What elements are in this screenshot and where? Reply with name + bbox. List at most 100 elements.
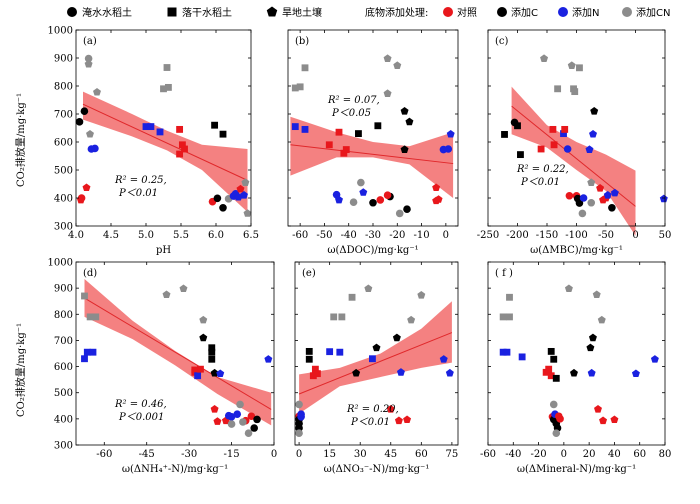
data-point <box>659 194 668 203</box>
data-point <box>325 141 333 149</box>
x-tick-label: -45 <box>139 449 155 460</box>
legend-marker-circle <box>67 7 77 17</box>
data-point <box>194 372 202 380</box>
y-tick-label: 500 <box>54 388 73 399</box>
data-point <box>563 145 572 153</box>
x-tick-label: -250 <box>477 230 499 241</box>
data-point <box>208 355 216 363</box>
data-point <box>579 194 588 202</box>
plot-frame <box>487 261 666 446</box>
y-tick-label: 800 <box>54 82 73 93</box>
x-tick-label: -50 <box>598 230 614 241</box>
data-point <box>305 355 313 363</box>
data-point <box>240 191 248 199</box>
data-point <box>400 107 409 115</box>
x-tick-label: 45 <box>384 449 397 460</box>
data-point <box>163 64 171 71</box>
data-point <box>335 195 343 204</box>
data-point <box>233 410 242 418</box>
data-point <box>309 372 317 380</box>
confidence-band <box>84 279 272 426</box>
data-point <box>590 107 599 115</box>
ylabel-row1: CO₂排放量/mg·kg⁻¹ <box>14 93 27 187</box>
data-point <box>369 355 376 363</box>
panel-label: (d) <box>83 268 97 279</box>
x-tick-label: 30 <box>354 449 367 460</box>
data-point <box>403 415 412 424</box>
data-point <box>216 369 225 378</box>
legend-marker-treatment <box>622 7 632 17</box>
data-point <box>650 355 659 363</box>
legend: 淹水水稻土 落干水稻土 旱地土壤 底物添加处理: 对照 添加C 添加N 添加CN <box>67 6 670 19</box>
data-point <box>239 418 247 426</box>
annotation-p: P＜0.001 <box>118 412 164 423</box>
data-point <box>156 128 164 136</box>
data-point <box>92 313 100 321</box>
regression-line <box>84 297 272 410</box>
data-point <box>295 400 303 409</box>
data-point <box>587 178 596 186</box>
panel-label: (a) <box>83 36 97 47</box>
x-tick-label: -60 <box>292 230 308 241</box>
x-tick-label: 80 <box>659 449 672 460</box>
panel-label: (b) <box>295 36 309 47</box>
data-point <box>219 130 227 138</box>
panel-4: -60 -45 -30 -15 0 300 400 500 600 700 800 900 1000 (d… <box>48 258 278 476</box>
panel-label: (e) <box>302 268 316 279</box>
data-point <box>93 87 101 96</box>
x-axis-label: ω(ΔDOC)/mg·kg⁻¹ <box>327 245 418 256</box>
y-tick-label: 500 <box>54 166 73 177</box>
data-point <box>376 196 385 204</box>
data-point <box>499 348 507 356</box>
data-point <box>305 347 313 355</box>
y-tick-label: 700 <box>54 336 73 347</box>
data-point <box>227 420 236 428</box>
regression-line <box>298 332 453 395</box>
x-tick-label: 6.0 <box>208 230 224 241</box>
x-tick-label: -200 <box>506 230 528 241</box>
plot-frame <box>75 261 275 446</box>
data-point <box>369 198 377 207</box>
data-point <box>84 59 93 68</box>
annotation-p: P＜0.05 <box>331 108 371 119</box>
data-point <box>407 315 416 324</box>
data-point <box>567 61 576 69</box>
data-point <box>503 348 511 356</box>
data-point <box>236 400 244 409</box>
data-point <box>575 199 584 207</box>
y-tick-label: 300 <box>54 222 73 233</box>
data-point <box>540 54 549 62</box>
data-point <box>352 368 361 377</box>
panel-2: -60 -50 -40 -30 -20 -10 0 (b) ω(ΔDOC)/mg·kg⁻¹ R² … <box>287 29 459 256</box>
x-tick-label: 0 <box>632 230 638 241</box>
x-axis-label: pH <box>156 245 171 256</box>
data-point <box>311 365 319 373</box>
x-tick-label: -60 <box>480 449 496 460</box>
x-tick-label: 0 <box>271 449 277 460</box>
data-point <box>552 374 560 382</box>
data-point <box>506 293 513 301</box>
data-point <box>405 117 414 126</box>
legend-marker-pentagon <box>266 6 278 17</box>
x-tick-label: 4.5 <box>103 230 119 241</box>
data-point <box>383 54 392 62</box>
data-point <box>164 83 172 91</box>
data-point <box>597 315 606 324</box>
data-point <box>181 145 188 153</box>
data-point <box>586 343 595 352</box>
data-point <box>439 355 448 363</box>
data-point <box>77 194 86 202</box>
data-point <box>501 131 508 138</box>
data-point <box>393 61 402 69</box>
plot-frame <box>75 29 252 227</box>
data-point <box>241 178 250 186</box>
data-point <box>208 344 216 352</box>
x-tick-label: -40 <box>505 449 521 460</box>
data-point <box>89 348 97 356</box>
data-point <box>82 183 91 192</box>
data-point <box>301 64 309 72</box>
data-point <box>578 209 587 218</box>
x-tick-label: -50 <box>316 230 332 241</box>
data-point <box>547 347 555 355</box>
